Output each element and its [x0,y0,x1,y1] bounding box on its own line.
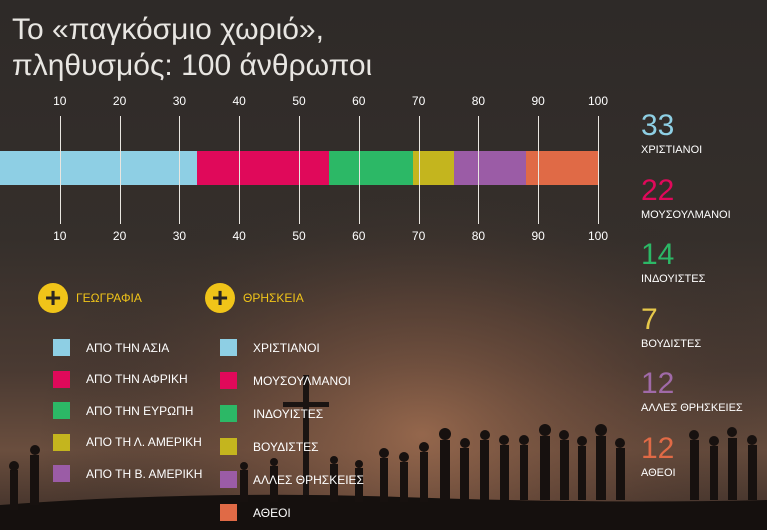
religion-legend-item: ΜΟΥΣΟΥΛΜΑΝΟΙ [220,372,351,389]
legend-label: ΑΠΟ ΤΗΝ ΕΥΡΩΠΗ [86,403,194,418]
tick-label-top: 80 [471,94,486,108]
stat-number: 12 [641,367,675,400]
religion-toggle-label: ΘΡΗΣΚΕΙΑ [243,291,304,305]
color-swatch [53,339,70,356]
religion-legend-item: ΑΛΛΕΣ ΘΡΗΣΚΕΙΕΣ [220,471,364,488]
geography-legend-item: ΑΠΟ ΤΗ Λ. ΑΜΕΡΙΚΗ [53,433,202,451]
stat-label: ΑΘΕΟΙ [641,466,676,479]
gridline [179,116,181,224]
legend-label: ΜΟΥΣΟΥΛΜΑΝΟΙ [253,373,351,388]
stat-label: ΜΟΥΣΟΥΛΜΑΝΟΙ [641,208,731,221]
color-swatch [220,339,237,356]
color-swatch [220,471,237,488]
bar-segment-6[interactable] [526,151,598,185]
color-swatch [53,465,70,482]
religion-legend-item: ΒΟΥΔΙΣΤΕΣ [220,438,319,455]
gridline [478,116,480,224]
stat-number: 14 [641,238,675,271]
geography-legend-item: ΑΠΟ ΤΗΝ ΑΣΙΑ [53,339,169,356]
legend-label: ΑΠΟ ΤΗΝ ΑΦΡΙΚΗ [86,372,188,386]
tick-label-bottom: 70 [411,229,426,243]
tick-label-bottom: 40 [232,229,246,243]
tick-label-bottom: 30 [172,229,187,243]
stat-label: ΙΝΔΟΥΙΣΤΕΣ [641,273,706,285]
tick-label-bottom: 80 [471,229,486,243]
religion-toggle-button[interactable]: + ΘΡΗΣΚΕΙΑ [205,283,304,313]
stat-block: 12 ΑΘΕΟΙ [641,431,676,479]
tick-label-bottom: 60 [352,229,366,243]
stat-block: 33 ΧΡΙΣΤΙΑΝΟΙ [641,109,703,157]
religion-legend-item: ΑΘΕΟΙ [220,504,291,521]
gridline [598,116,599,224]
stat-number: 7 [641,302,658,336]
stat-label: ΒΟΥΔΙΣΤΕΣ [641,337,702,350]
tick-label-bottom: 100 [587,229,609,243]
tick-label-top: 10 [53,94,67,108]
legend-label: ΑΠΟ ΤΗ Λ. ΑΜΕΡΙΚΗ [86,435,202,449]
tick-label-top: 30 [172,94,187,108]
stat-block: 12 ΑΛΛΕΣ ΘΡΗΣΚΕΙΕΣ [641,367,743,415]
tick-label-bottom: 90 [531,229,545,243]
tick-label-bottom: 50 [292,229,306,243]
stat-number: 12 [641,431,675,465]
legend-label: ΒΟΥΔΙΣΤΕΣ [253,439,319,454]
tick-label-top: 50 [292,94,306,108]
tick-label-top: 60 [352,94,366,108]
tick-label-top: 90 [531,94,545,108]
legend-label: ΑΠΟ ΤΗΝ ΑΣΙΑ [86,340,170,355]
title-line-1: Το «παγκόσμιο χωριό», [12,13,324,46]
tick-label-top: 70 [411,94,426,108]
gridline [59,116,61,224]
gridline [239,116,241,224]
cross-silhouette [303,375,309,495]
bar-segment-1[interactable] [0,151,198,185]
bar-segment-2[interactable] [197,151,329,185]
gridline [418,116,420,224]
color-swatch [53,402,70,419]
color-swatch [220,372,237,389]
gridline [358,116,360,224]
geography-legend-item: ΑΠΟ ΤΗΝ ΑΦΡΙΚΗ [53,370,188,388]
bar-segment-5[interactable] [454,151,527,185]
legend-label: ΙΝΔΟΥΙΣΤΕΣ [253,406,324,421]
geography-toggle-label: ΓΕΩΓΡΑΦΙΑ [76,291,142,305]
color-swatch [53,370,70,388]
stat-number: 22 [641,173,675,207]
tick-label-top: 20 [112,94,127,108]
stat-number: 33 [641,109,675,142]
legend-label: ΑΠΟ ΤΗ Β. ΑΜΕΡΙΚΗ [86,466,203,481]
stat-label: ΧΡΙΣΤΙΑΝΟΙ [641,144,703,156]
color-swatch [53,433,70,451]
religion-legend-item: ΧΡΙΣΤΙΑΝΟΙ [220,339,320,356]
legend-label: ΑΘΕΟΙ [253,505,291,520]
geography-legend-item: ΑΠΟ ΤΗΝ ΕΥΡΩΠΗ [53,402,193,419]
crowd-silhouette [9,424,757,510]
page-title: Το «παγκόσμιο χωριό», πληθυσμός: 100 άνθ… [12,12,372,84]
gridline [299,116,300,224]
geography-toggle-button[interactable]: + ΓΕΩΓΡΑΦΙΑ [38,283,142,313]
bar-segment-3[interactable] [328,151,413,185]
geography-legend-item: ΑΠΟ ΤΗ Β. ΑΜΕΡΙΚΗ [53,465,202,482]
gridline [119,116,121,224]
stat-block: 14 ΙΝΔΟΥΙΣΤΕΣ [641,238,706,286]
color-swatch [220,504,237,521]
legend-label: ΧΡΙΣΤΙΑΝΟΙ [253,340,320,355]
plus-icon: + [205,283,235,313]
title-line-2: πληθυσμός: 100 άνθρωποι [12,49,373,82]
tick-label-top: 40 [232,94,246,108]
gridline [538,116,540,224]
stat-label: ΑΛΛΕΣ ΘΡΗΣΚΕΙΕΣ [641,402,743,414]
religion-legend-item: ΙΝΔΟΥΙΣΤΕΣ [220,405,323,422]
color-swatch [220,438,237,455]
stat-block: 7 ΒΟΥΔΙΣΤΕΣ [641,302,702,350]
stat-block: 22 ΜΟΥΣΟΥΛΜΑΝΟΙ [641,173,731,221]
tick-label-top: 100 [587,94,609,108]
legend-label: ΑΛΛΕΣ ΘΡΗΣΚΕΙΕΣ [253,472,364,487]
plus-icon: + [38,283,68,313]
tick-label-bottom: 10 [53,229,67,243]
color-swatch [220,405,237,422]
tick-label-bottom: 20 [112,229,127,243]
